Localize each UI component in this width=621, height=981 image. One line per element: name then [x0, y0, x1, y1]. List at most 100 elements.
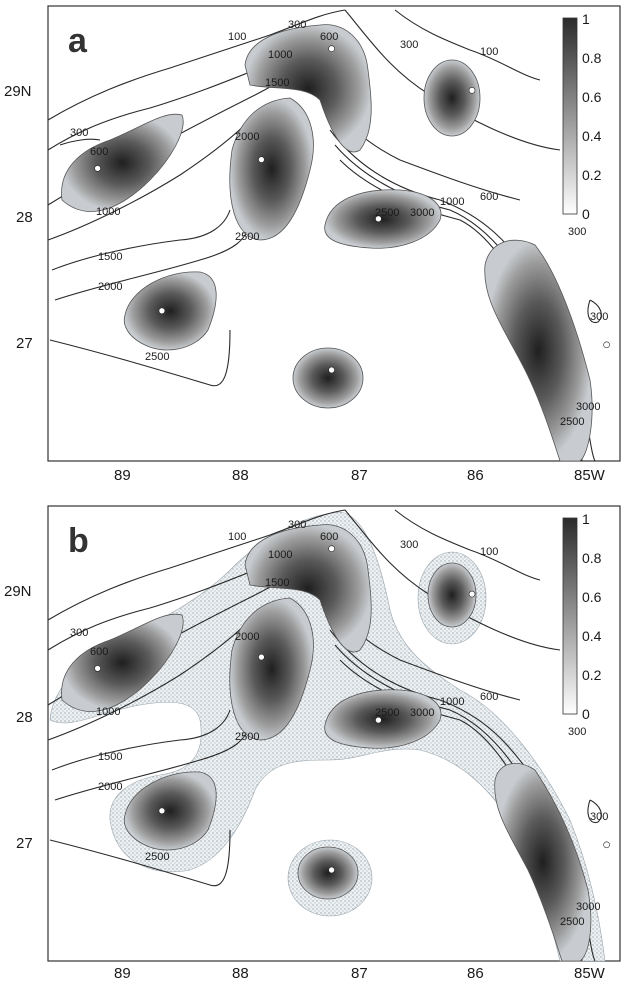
lon-tick: 87: [351, 965, 368, 981]
lon-tick: 89: [114, 965, 131, 981]
site-marker: [94, 665, 101, 672]
contour-label: 1000: [96, 706, 120, 718]
site-marker: [258, 156, 265, 163]
site-markers-b: [94, 545, 610, 874]
colorbar-b: 1 0.8 0.6 0.4 0.2 0: [562, 511, 602, 722]
contour-label: 3000: [410, 707, 434, 719]
contour-label: 3000: [410, 207, 434, 219]
contour-label: 600: [320, 31, 338, 43]
lat-tick: 28: [16, 209, 33, 226]
colorbar-a: 1 0.8 0.6 0.4 0.2 0: [562, 11, 602, 222]
density-blobs-b: [61, 524, 592, 962]
contour-label: 1000: [440, 696, 464, 708]
contour-label: 1500: [265, 577, 289, 589]
map-frame-b: [47, 505, 621, 962]
contour-label: 2500: [560, 416, 584, 428]
site-marker: [468, 87, 476, 94]
site-marker: [158, 307, 166, 315]
contour-label: 600: [480, 691, 498, 703]
panel-b: 100 300 600 1000 1500 300 600 1000 2000 …: [4, 505, 621, 981]
colorbar-tick: 1: [582, 11, 590, 27]
contour-label: 100: [228, 531, 246, 543]
lat-tick: 29N: [4, 83, 32, 100]
contour-label: 2000: [98, 781, 122, 793]
lon-tick: 85W: [574, 965, 606, 981]
contour-label: 1500: [265, 77, 289, 89]
lat-tick: 27: [16, 835, 33, 852]
contour-label: 3000: [576, 901, 600, 913]
contour-label: 1000: [268, 49, 292, 61]
contour-label: 300: [70, 627, 88, 639]
colorbar-tick: 0.6: [582, 89, 602, 105]
contour-label: 100: [480, 46, 498, 58]
contour-label: 2500: [375, 707, 399, 719]
colorbar-tick: 0.2: [582, 167, 602, 183]
contour-label: 600: [90, 146, 108, 158]
colorbar-tick: 0.8: [582, 50, 602, 66]
colorbar-tick: 0: [582, 706, 590, 722]
contour-label: 2000: [235, 131, 259, 143]
contour-label: 600: [90, 646, 108, 658]
lon-tick: 88: [232, 965, 249, 981]
lon-tick: 86: [467, 467, 484, 484]
colorbar-tick: 0: [582, 206, 590, 222]
site-marker: [468, 590, 476, 598]
contour-label: 1000: [96, 206, 120, 218]
colorbar-tick: 1: [582, 511, 590, 527]
contour-label: 2500: [375, 207, 399, 219]
colorbar-ramp: [562, 517, 578, 715]
panel-a: 100 300 600 1000 1500 300 600 1000 2000 …: [4, 5, 621, 484]
contour-label: 300: [568, 726, 586, 738]
lat-axis-a: 29N 28 27: [4, 83, 33, 352]
lon-tick: 87: [351, 467, 368, 484]
contour-label: 300: [568, 226, 586, 238]
site-marker: [328, 545, 335, 553]
map-frame-a: [47, 5, 621, 462]
colorbar-tick: 0.4: [582, 128, 602, 144]
contour-label: 300: [590, 811, 608, 823]
contour-label: 1000: [440, 196, 464, 208]
density-blobs-a: [61, 24, 593, 462]
site-marker: [94, 165, 101, 172]
lat-tick: 28: [16, 709, 33, 726]
contour-label: 300: [400, 539, 418, 551]
panel-letter-a: a: [68, 22, 88, 60]
lon-tick: 89: [114, 467, 131, 484]
contour-label: 300: [590, 311, 608, 323]
lon-tick: 88: [232, 467, 249, 484]
lat-tick: 29N: [4, 583, 32, 600]
contour-label: 1500: [98, 251, 122, 263]
colorbar-ramp: [562, 17, 578, 215]
contour-label: 100: [480, 546, 498, 558]
colorbar-tick: 0.4: [582, 628, 602, 644]
contour-label: 2000: [235, 631, 259, 643]
contour-label: 300: [288, 19, 306, 31]
site-marker: [328, 45, 335, 53]
contour-label: 2500: [235, 231, 259, 243]
contour-label: 1500: [98, 751, 122, 763]
lon-tick: 86: [467, 965, 484, 981]
lon-tick: 85W: [574, 467, 606, 484]
contour-label: 2500: [145, 851, 169, 863]
site-marker: [603, 341, 610, 349]
site-marker: [375, 215, 382, 223]
lat-axis-b: 29N 28 27: [4, 583, 33, 852]
colorbar-tick: 0.8: [582, 550, 602, 566]
contour-label: 3000: [576, 401, 600, 413]
lon-axis-a: 89 88 87 86 85W: [114, 467, 606, 484]
contour-label: 2500: [145, 351, 169, 363]
contour-label: 2000: [98, 281, 122, 293]
lat-tick: 27: [16, 335, 33, 352]
contour-label: 2500: [235, 731, 259, 743]
contour-label: 300: [70, 127, 88, 139]
site-marker: [375, 716, 382, 724]
contour-label: 600: [320, 531, 338, 543]
site-markers-a: [94, 45, 610, 374]
contour-label: 600: [480, 191, 498, 203]
colorbar-tick: 0.6: [582, 589, 602, 605]
contour-labels-a: 100 300 600 1000 1500 300 600 1000 2000 …: [70, 19, 608, 428]
colorbar-tick: 0.2: [582, 667, 602, 683]
contour-label: 300: [400, 39, 418, 51]
site-marker: [158, 807, 166, 815]
